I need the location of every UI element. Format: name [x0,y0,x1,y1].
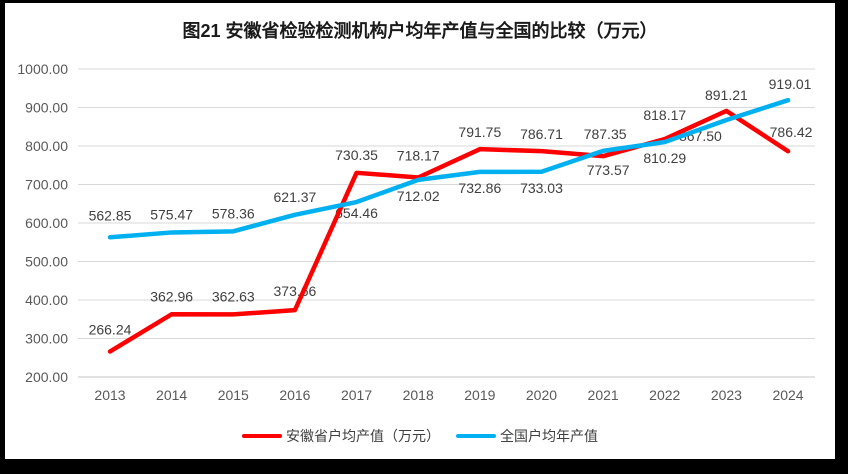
data-label: 919.01 [769,76,812,92]
y-axis-tick-label: 600.00 [25,215,68,231]
legend-item-national: 全国户均年产值 [456,426,598,446]
x-axis-year-label: 2015 [218,387,249,403]
data-label: 786.42 [770,124,813,140]
y-axis-tick-label: 500.00 [25,254,68,270]
data-label: 773.57 [587,162,630,178]
line-chart-plot: 1000.00 900.00 800.00 700.00 600.00 500.00 400… [5,53,835,413]
data-label: 654.46 [335,205,378,221]
x-axis-year-label: 2023 [711,387,742,403]
chart-page: 图21 安徽省检验检测机构户均年产值与全国的比较（万元） 1000.00 900.… [5,3,835,459]
national-series-line [107,97,791,240]
x-axis-year-label: 2022 [649,387,680,403]
data-label: 373.66 [274,283,317,299]
x-axis-year-label: 2017 [341,387,372,403]
data-label: 786.71 [520,126,563,142]
data-label: 718.17 [397,148,440,164]
data-label: 712.02 [397,188,440,204]
x-axis-year-label: 2018 [403,387,434,403]
data-label: 787.35 [584,126,627,142]
line-chart-svg: 1000.00 900.00 800.00 700.00 600.00 500.00 400… [17,61,815,403]
legend-item-anhui: 安徽省户均产值（万元） [242,426,440,446]
y-axis-tick-label: 800.00 [25,138,68,154]
data-label: 733.03 [520,180,563,196]
data-label: 791.75 [458,124,501,140]
y-axis-tick-label: 200.00 [25,369,68,385]
data-label: 362.96 [150,288,193,304]
data-label: 730.35 [335,147,378,163]
y-axis-tick-label: 700.00 [25,177,68,193]
data-label: 575.47 [150,206,193,222]
anhui-series-line [107,108,791,354]
chart-legend: 安徽省户均产值（万元） 全国户均年产值 [5,426,835,446]
legend-label-anhui: 安徽省户均产值（万元） [286,428,440,444]
x-axis-year-label: 2013 [94,387,125,403]
data-label: 362.63 [212,288,255,304]
data-label: 810.29 [643,150,686,166]
x-axis-year-label: 2014 [156,387,187,403]
x-axis-year-label: 2019 [464,387,495,403]
y-axis-tick-label: 1000.00 [17,61,68,77]
x-axis-year-label: 2020 [526,387,557,403]
y-axis-tick-label: 400.00 [25,292,68,308]
legend-label-national: 全国户均年产值 [500,428,598,444]
y-axis-tick-label: 900.00 [25,100,68,116]
x-axis-year-label: 2021 [588,387,619,403]
data-label: 562.85 [89,207,132,223]
chart-title: 图21 安徽省检验检测机构户均年产值与全国的比较（万元） [182,21,658,41]
y-axis-tick-label: 300.00 [25,331,68,347]
data-label: 732.86 [458,180,501,196]
national-series-line-swatch [456,434,496,438]
anhui-series-line-swatch [242,434,282,438]
x-axis-year-label: 2024 [772,387,803,403]
x-axis-year-label: 2016 [279,387,310,403]
data-label: 578.36 [212,205,255,221]
data-label: 621.37 [274,189,317,205]
data-label: 818.17 [643,107,686,123]
data-label: 891.21 [705,87,748,103]
data-label: 266.24 [89,321,132,337]
